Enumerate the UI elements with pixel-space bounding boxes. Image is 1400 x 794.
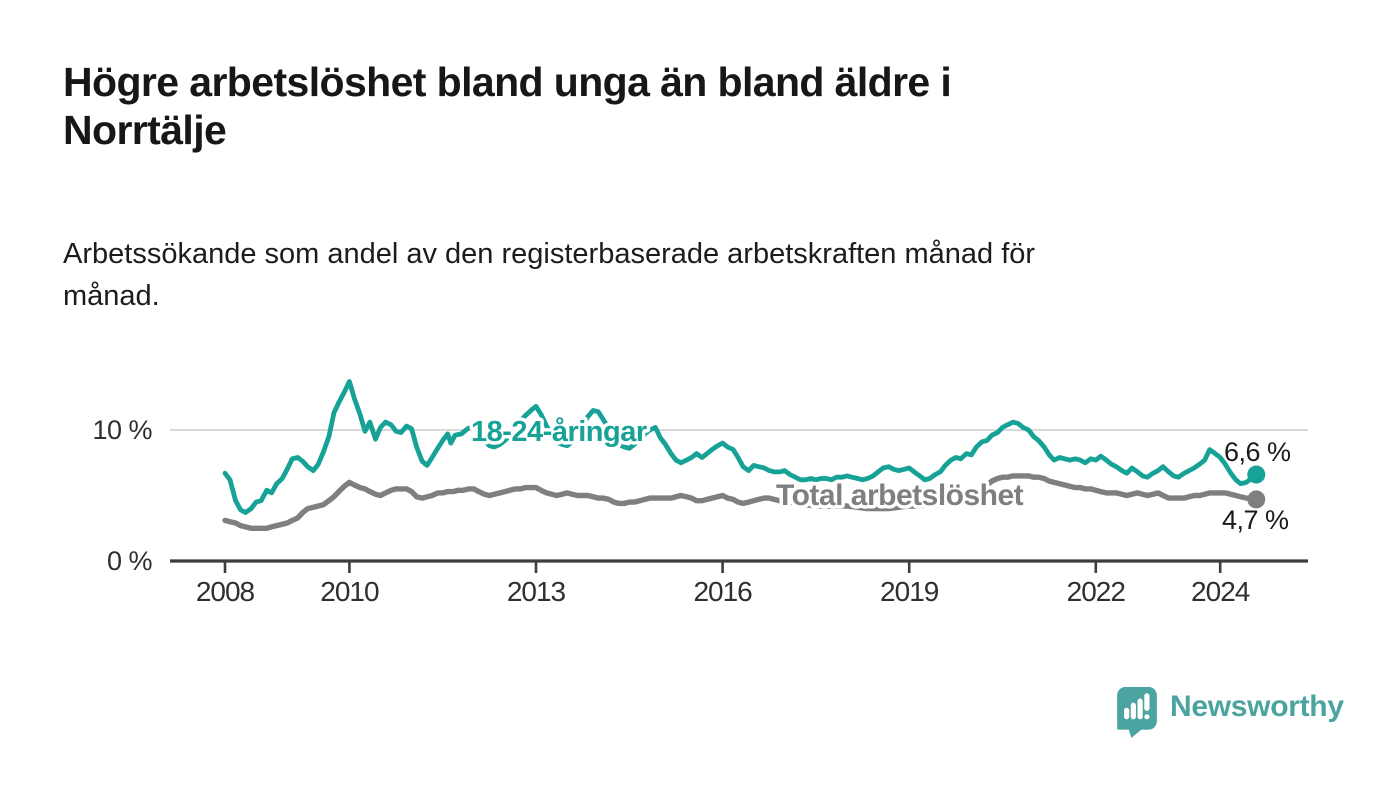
x-tick-label: 2024 [1191, 576, 1250, 607]
x-tick-label: 2016 [693, 576, 752, 607]
page-title-line-2: Norrtälje [63, 107, 227, 153]
newsworthy-logo-icon [1117, 687, 1157, 738]
newsworthy-brand: Newsworthy [1117, 687, 1344, 739]
y-tick-label: 0 % [107, 546, 153, 576]
x-tick-label: 2022 [1067, 576, 1126, 607]
x-tick-label: 2010 [320, 576, 379, 607]
series-line-youth [222, 379, 1259, 515]
series-end-value-total: 4,7 % [1222, 505, 1289, 535]
brand-name: Newsworthy [1170, 690, 1344, 723]
x-tick-label: 2019 [880, 576, 939, 607]
x-tick-label: 2008 [196, 576, 255, 607]
page-title-line-1: Högre arbetslöshet bland unga än bland ä… [63, 59, 952, 105]
x-tick-label: 2013 [507, 576, 566, 607]
chart-subtitle: Arbetssökande som andel av den registerb… [63, 233, 1303, 317]
series-line-total [222, 473, 1260, 531]
page-title: Högre arbetslöshet bland unga än bland ä… [63, 58, 1303, 154]
series-end-value-youth: 6,6 % [1224, 437, 1291, 467]
series-end-dot-youth [1247, 465, 1266, 484]
chart-subtitle-line-2: månad. [63, 280, 160, 312]
series-label-total: Total arbetslöshet [776, 479, 1024, 512]
chart-subtitle-line-1: Arbetssökande som andel av den registerb… [63, 238, 1036, 270]
series-end-dot-total [1247, 490, 1266, 509]
y-tick-label: 10 % [92, 415, 152, 445]
series-label-youth: 18-24-åringar [471, 416, 647, 448]
